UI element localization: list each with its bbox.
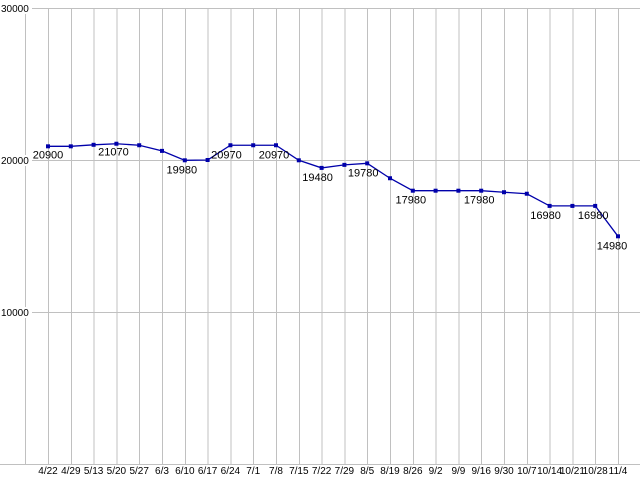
data-point-marker <box>433 188 438 193</box>
x-axis-tick-label: 6/10 <box>175 466 195 477</box>
data-point-marker <box>137 143 142 148</box>
data-point-marker <box>68 144 73 149</box>
point-value-label: 16980 <box>578 210 609 222</box>
data-point-marker <box>114 141 119 146</box>
x-axis-tick-label: 10/14 <box>537 466 562 477</box>
x-axis-tick-label: 6/3 <box>155 466 169 477</box>
x-axis-tick-label: 4/29 <box>61 466 81 477</box>
x-axis-tick-label: 9/9 <box>451 466 465 477</box>
data-point-marker <box>570 203 575 208</box>
data-point-marker <box>502 190 506 195</box>
x-axis-tick-label: 5/27 <box>129 466 149 477</box>
y-tick-label-bg <box>0 155 32 166</box>
data-point-marker <box>182 158 187 163</box>
data-point-marker <box>479 188 484 193</box>
y-tick-label-bg <box>0 3 32 14</box>
x-axis-tick-label: 4/22 <box>38 466 58 477</box>
x-axis-tick-label: 10/21 <box>560 466 585 477</box>
point-value-label: 21070 <box>98 147 129 159</box>
y-tick-label-bg <box>0 307 32 318</box>
point-value-label: 20900 <box>33 149 64 161</box>
x-axis-tick-label: 7/8 <box>269 466 283 477</box>
data-point-marker <box>616 234 620 239</box>
data-point-marker <box>91 142 96 147</box>
x-axis-tick-label: 10/7 <box>517 466 537 477</box>
data-point-marker <box>205 158 210 162</box>
x-axis-tick-label: 8/5 <box>360 466 374 477</box>
x-axis-tick-label: 11/4 <box>609 466 628 477</box>
data-point-marker <box>388 176 392 181</box>
point-value-label: 16980 <box>530 210 561 222</box>
x-axis-tick-label: 8/26 <box>403 466 423 477</box>
x-axis-tick-label: 7/22 <box>312 466 332 477</box>
data-point-marker <box>342 162 347 167</box>
point-value-label: 17980 <box>464 195 495 207</box>
x-axis-tick-label: 6/24 <box>221 466 241 477</box>
y-axis-tick-label: 20000 <box>1 156 29 167</box>
x-axis-tick-label: 10/28 <box>583 466 608 477</box>
data-point-marker <box>274 143 278 148</box>
data-point-marker <box>160 148 164 153</box>
y-axis-tick-label: 30000 <box>1 4 29 15</box>
x-axis-tick-label: 9/16 <box>471 466 491 477</box>
x-axis-tick-label: 5/20 <box>107 466 127 477</box>
data-point-marker <box>365 161 370 166</box>
data-point-marker <box>456 188 461 193</box>
point-value-label: 19780 <box>348 167 379 179</box>
y-axis-tick-label: 10000 <box>1 308 29 319</box>
price-line <box>48 143 619 237</box>
point-value-label: 19480 <box>302 172 333 184</box>
data-point-marker <box>251 143 256 148</box>
x-axis-tick-label: 8/19 <box>380 466 400 477</box>
point-value-label: 19980 <box>167 164 198 176</box>
point-value-label: 20970 <box>211 149 242 161</box>
x-axis-tick-label: 7/29 <box>335 466 355 477</box>
data-point-marker <box>593 203 598 208</box>
data-point-marker <box>410 188 415 193</box>
data-point-marker <box>296 158 301 163</box>
data-point-marker <box>524 191 529 196</box>
x-axis-tick-label: 6/17 <box>198 466 218 477</box>
point-value-label: 14980 <box>597 240 628 252</box>
data-point-marker <box>46 144 50 149</box>
data-point-marker <box>547 203 552 208</box>
point-value-label: 17980 <box>396 195 427 207</box>
data-point-marker <box>228 143 233 148</box>
x-axis-tick-label: 7/15 <box>289 466 309 477</box>
data-point-marker <box>319 165 324 170</box>
x-axis-tick-label: 9/2 <box>429 466 443 477</box>
x-axis-tick-label: 7/1 <box>246 466 260 477</box>
x-axis-tick-label: 5/13 <box>84 466 104 477</box>
x-axis-tick-label: 9/30 <box>494 466 514 477</box>
point-value-label: 20970 <box>259 149 290 161</box>
